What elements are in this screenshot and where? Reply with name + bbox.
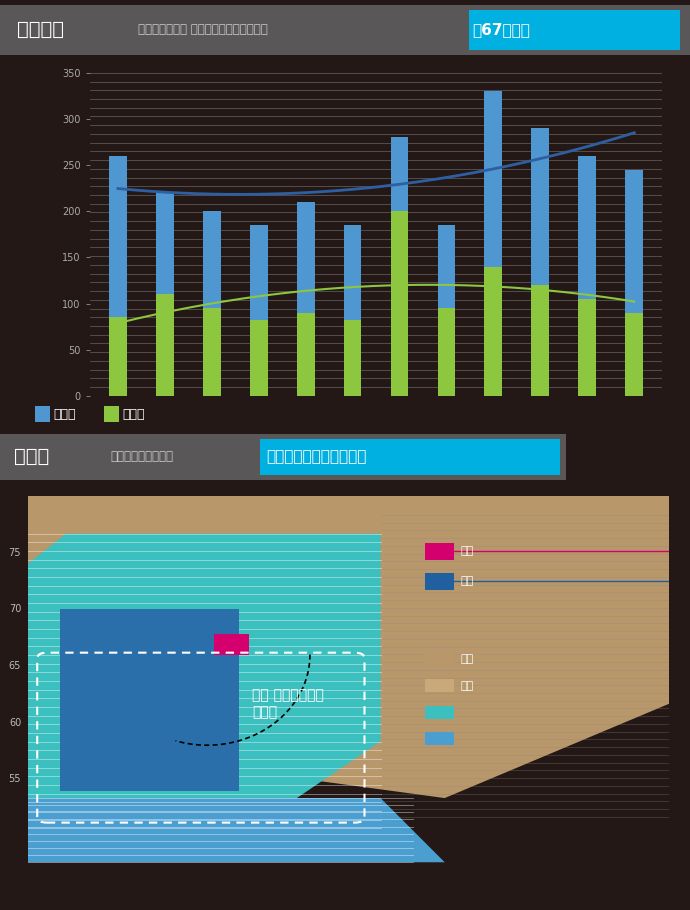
Bar: [109, 156, 127, 396]
Bar: [297, 313, 315, 396]
Bar: [531, 128, 549, 396]
Bar: [203, 211, 221, 396]
Text: 不快: 不快: [461, 654, 474, 664]
Bar: [109, 318, 127, 396]
Bar: [437, 225, 455, 396]
Text: 絀67％削減: 絀67％削減: [473, 22, 531, 37]
Text: 65: 65: [9, 661, 21, 671]
Text: 55: 55: [9, 774, 21, 784]
Bar: [578, 156, 596, 396]
Polygon shape: [28, 798, 445, 863]
Bar: [531, 285, 549, 396]
Bar: [426, 705, 454, 719]
Bar: [203, 308, 221, 396]
Text: 快適: 快適: [461, 681, 474, 691]
Bar: [391, 211, 408, 396]
Bar: [625, 313, 643, 396]
Bar: [426, 732, 454, 745]
Text: 75: 75: [9, 548, 21, 558]
Bar: [426, 652, 454, 666]
Bar: [156, 294, 174, 396]
Text: 70: 70: [9, 604, 21, 614]
Text: 夏季、冬季ともに: 夏季、冬季ともに: [110, 450, 173, 463]
Text: 基準値に比べて 一次エネルギー消費量: 基準値に比べて 一次エネルギー消費量: [138, 23, 268, 36]
Polygon shape: [28, 533, 381, 828]
Text: ほぼ快適ゾーンをキープ: ほぼ快適ゾーンをキープ: [266, 450, 366, 464]
Bar: [426, 573, 454, 591]
Bar: [426, 679, 454, 693]
Bar: [104, 406, 119, 422]
Text: ・・ 快適ゾーンを
キープ: ・・ 快適ゾーンを キープ: [253, 689, 324, 719]
Bar: [437, 308, 455, 396]
Bar: [250, 320, 268, 396]
Bar: [625, 169, 643, 396]
Bar: [34, 406, 50, 422]
Bar: [250, 225, 268, 396]
Text: 冬季: 冬季: [461, 576, 474, 586]
Text: 夏季: 夏季: [461, 546, 474, 556]
Text: 実績値: 実績値: [123, 408, 145, 420]
Bar: [214, 633, 249, 654]
Bar: [484, 91, 502, 396]
FancyBboxPatch shape: [260, 439, 560, 475]
FancyBboxPatch shape: [60, 610, 239, 791]
Text: 60: 60: [9, 718, 21, 727]
Bar: [297, 202, 315, 396]
Text: 快適性: 快適性: [14, 448, 50, 466]
Bar: [426, 543, 454, 561]
FancyBboxPatch shape: [469, 9, 680, 49]
Bar: [156, 193, 174, 396]
Bar: [344, 225, 362, 396]
Text: 基準値: 基準値: [54, 408, 76, 420]
Text: 省エネ性: 省エネ性: [17, 20, 64, 39]
Polygon shape: [28, 496, 669, 798]
Bar: [391, 137, 408, 396]
Bar: [344, 320, 362, 396]
Bar: [578, 298, 596, 396]
Bar: [484, 267, 502, 396]
